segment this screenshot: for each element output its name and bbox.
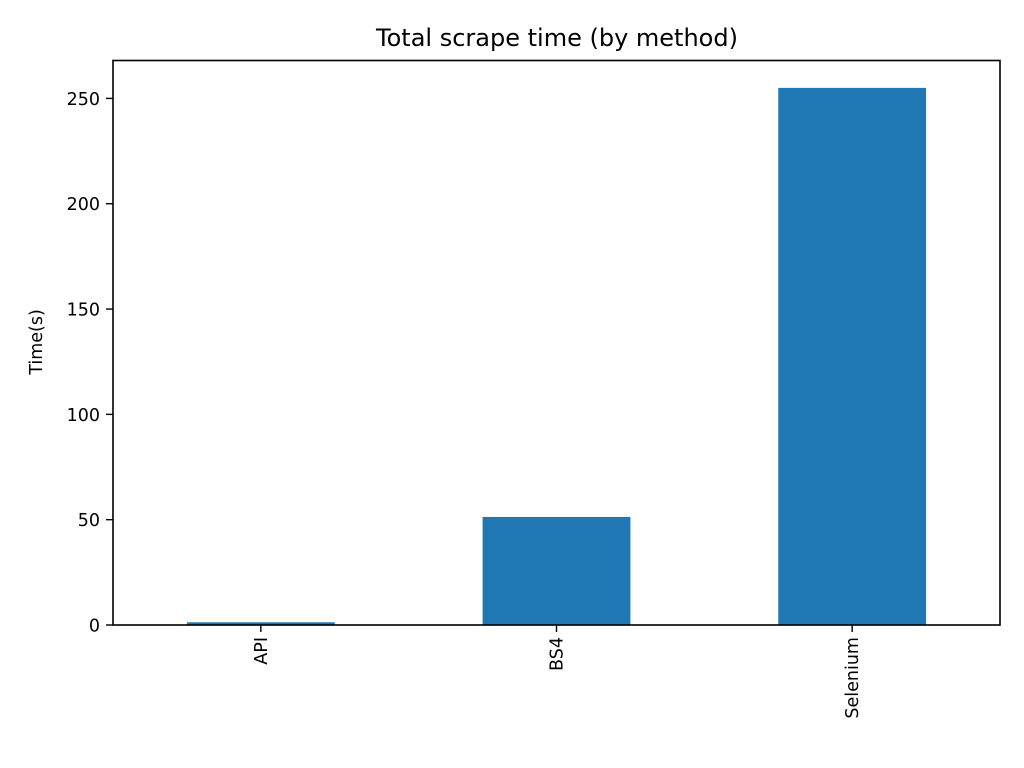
y-tick-label: 200: [67, 195, 100, 215]
y-tick-label: 50: [78, 511, 100, 531]
bar-selenium: [778, 87, 927, 626]
x-tick-label-api: API: [252, 637, 272, 665]
chart-title: Total scrape time (by method): [375, 24, 738, 52]
bars-group: [186, 87, 927, 626]
y-axis-label: Time(s): [27, 309, 47, 376]
y-tick-label: 150: [67, 301, 100, 321]
y-tick-label: 250: [67, 90, 100, 110]
y-tick-label: 100: [67, 406, 100, 426]
y-tick-label: 0: [89, 617, 100, 637]
x-tick-label-selenium: Selenium: [843, 637, 863, 719]
x-tick-label-bs4: BS4: [548, 637, 568, 671]
plot-frame: [112, 59, 1001, 626]
bar-bs4: [482, 516, 631, 625]
y-axis-ticks: 0 50 100 150 200 250: [67, 90, 113, 637]
x-axis-ticks: API BS4 Selenium: [252, 625, 863, 719]
bar-api: [186, 622, 335, 625]
